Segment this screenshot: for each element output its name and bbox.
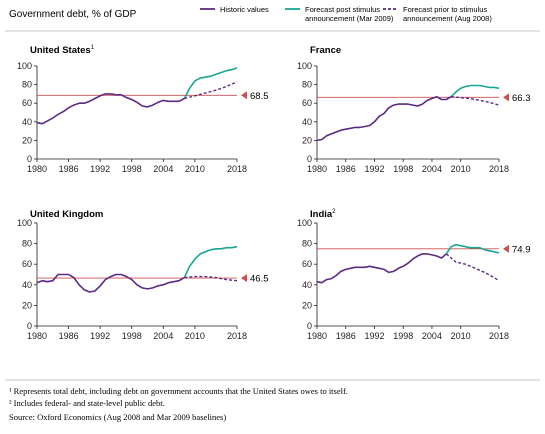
series-historic-line	[316, 253, 447, 284]
panel-title-united-states: United States1	[30, 45, 95, 56]
y-tick-label: 40	[302, 117, 312, 127]
y-tick-label: 0	[307, 321, 312, 331]
x-tick-label: 1980	[27, 331, 47, 341]
x-tick-label: 2004	[153, 164, 173, 174]
reference-value-label: 46.5	[250, 274, 269, 285]
y-tick-label: 60	[22, 98, 32, 108]
reference-marker	[241, 274, 247, 283]
x-tick-label: 1986	[336, 164, 356, 174]
series-post-line	[450, 84, 500, 98]
panel-title-united-kingdom: United Kingdom	[30, 209, 103, 220]
panel-united-kingdom: United Kingdom 0 20 40 60 80 100 1980 1986 1992 19…	[17, 209, 269, 341]
legend-label-line: Forecast prior to stimulus	[403, 5, 487, 14]
legend-label-line: announcement (Aug 2008)	[403, 14, 492, 23]
x-tick-label: 1998	[122, 164, 142, 174]
reference-marker	[503, 93, 509, 102]
y-tick-label: 20	[302, 300, 312, 310]
x-tick-label: 2018	[489, 331, 509, 341]
y-tick-label: 0	[307, 154, 312, 164]
x-tick-label: 1998	[122, 331, 142, 341]
y-tick-label: 20	[302, 135, 312, 145]
reference-marker	[241, 91, 247, 100]
x-tick-label: 1992	[364, 164, 384, 174]
legend-label-line: announcement (Mar 2009)	[305, 14, 394, 23]
y-tick-label: 60	[302, 98, 312, 108]
y-tick-label: 80	[302, 80, 312, 90]
series-historic-line	[36, 93, 185, 125]
panel-title-footnote-mark: 1	[91, 45, 95, 51]
y-tick-label: 100	[17, 218, 32, 228]
x-tick-label: 1992	[90, 164, 110, 174]
y-tick-label: 100	[17, 61, 32, 71]
panel-india: India2 0 20 40 60 80 100 1980 1986 1992 1998 2004 20…	[297, 209, 531, 341]
series-post-line	[183, 245, 238, 278]
series-prior-line	[184, 81, 238, 100]
y-tick-label: 100	[297, 218, 312, 228]
x-tick-label: 1998	[393, 164, 413, 174]
x-tick-label: 2004	[422, 331, 442, 341]
panel-united-states: United States1 0 20 40 60 80 100 1980 1986 1992 19…	[17, 45, 269, 174]
y-tick-label: 20	[22, 135, 32, 145]
series-historic-line	[316, 95, 452, 142]
x-tick-label: 1986	[336, 331, 356, 341]
series-historic-line	[36, 273, 185, 293]
y-tick-label: 80	[22, 239, 32, 249]
reference-value-label: 66.3	[512, 93, 531, 104]
x-tick-label: 1992	[364, 331, 384, 341]
y-tick-label: 80	[302, 239, 312, 249]
x-tick-label: 1992	[90, 331, 110, 341]
y-tick-label: 40	[22, 280, 32, 290]
footnote-2: ² Includes federal- and state-level publ…	[9, 398, 165, 408]
series-prior-line	[445, 253, 500, 282]
reference-value-label: 74.9	[512, 244, 531, 255]
y-tick-label: 0	[27, 154, 32, 164]
legend-label-line: Forecast post stimulus	[305, 5, 380, 14]
x-tick-label: 1980	[307, 164, 327, 174]
legend-prior-label: Forecast prior to stimulus announcement (…	[403, 5, 492, 23]
x-tick-label: 1998	[393, 331, 413, 341]
x-tick-label: 2018	[227, 164, 247, 174]
x-tick-label: 2018	[227, 331, 247, 341]
x-tick-label: 2018	[489, 164, 509, 174]
series-post-line	[183, 67, 238, 99]
figure-title: Government debt, % of GDP	[9, 9, 137, 20]
y-tick-label: 0	[27, 321, 32, 331]
x-tick-label: 1986	[59, 164, 79, 174]
y-tick-label: 40	[302, 280, 312, 290]
x-tick-label: 2010	[185, 164, 205, 174]
legend-post-label: Forecast post stimulus announcement (Mar …	[305, 5, 394, 23]
reference-value-label: 68.5	[250, 91, 269, 102]
footnote-1: ¹ Represents total debt, including debt …	[9, 386, 348, 396]
legend-label-line: Historic values	[220, 5, 269, 14]
series-prior-line	[451, 96, 500, 106]
y-tick-label: 100	[297, 61, 312, 71]
panel-title-france: France	[310, 45, 341, 56]
y-tick-label: 60	[22, 259, 32, 269]
panel-title-india: India2	[310, 209, 336, 220]
series-post-line	[445, 243, 500, 255]
x-tick-label: 2004	[422, 164, 442, 174]
panel-france: France 0 20 40 60 80 100 1980 1986 1992 1998 2004 20…	[297, 45, 531, 174]
reference-marker	[503, 244, 509, 253]
y-tick-label: 60	[302, 259, 312, 269]
x-tick-label: 1980	[27, 164, 47, 174]
x-tick-label: 2010	[185, 331, 205, 341]
x-tick-label: 2004	[153, 331, 173, 341]
y-tick-label: 80	[22, 80, 32, 90]
y-tick-label: 20	[22, 300, 32, 310]
x-tick-label: 2010	[451, 331, 471, 341]
x-tick-label: 1986	[59, 331, 79, 341]
x-tick-label: 1980	[307, 331, 327, 341]
source-note: Source: Oxford Economics (Aug 2008 and M…	[9, 412, 226, 422]
legend: Historic values Forecast post stimulus an…	[200, 5, 492, 23]
legend-historic-label: Historic values	[220, 5, 269, 14]
y-tick-label: 40	[22, 117, 32, 127]
series-prior-line	[184, 275, 238, 282]
panel-title-footnote-mark: 2	[332, 209, 336, 215]
x-tick-label: 2010	[451, 164, 471, 174]
